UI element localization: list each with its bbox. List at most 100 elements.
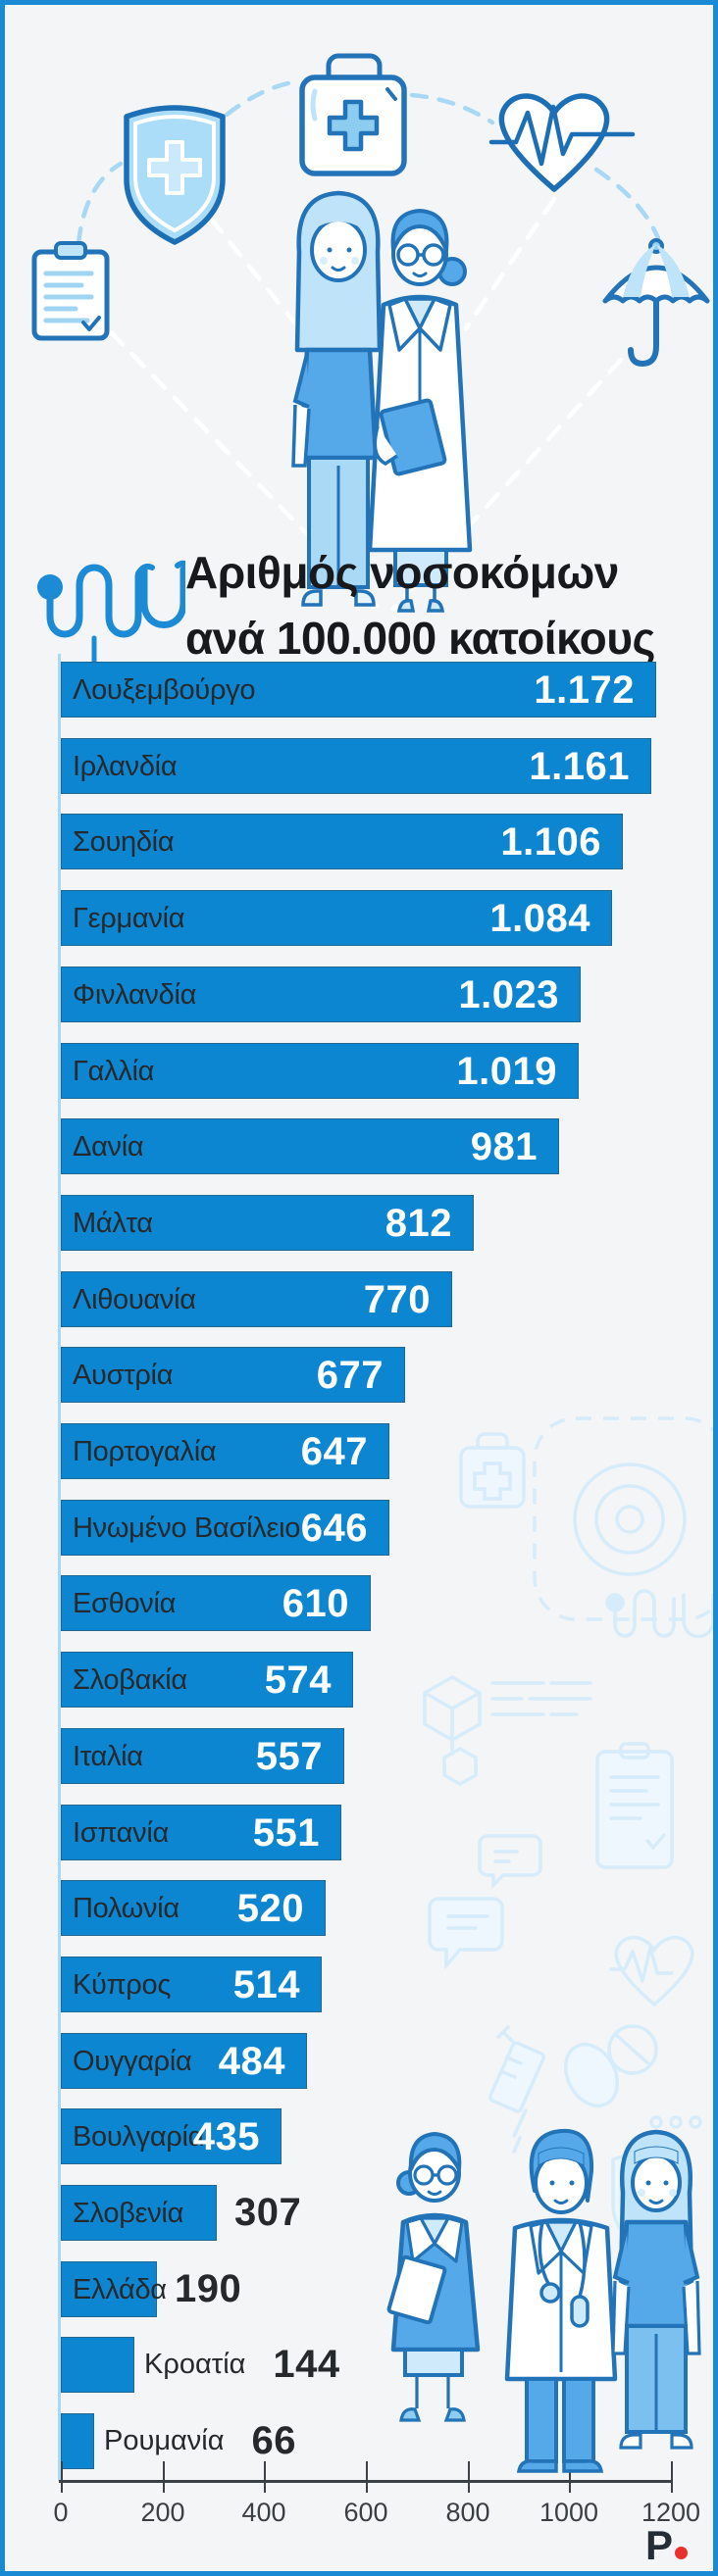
x-axis-tick: [468, 2461, 470, 2493]
bar-label: Σουηδία: [73, 826, 175, 858]
x-axis-tick: [163, 2461, 165, 2493]
bar-value: 981: [470, 1125, 538, 1168]
watermark-icons: [423, 1416, 713, 2290]
bar: Γερμανία 1.084: [61, 890, 612, 946]
bar-row: Δανία 981: [61, 1118, 708, 1174]
syringe-icon: [487, 2025, 546, 2154]
bar-value: 484: [218, 2040, 285, 2083]
x-axis-tick-label: 200: [140, 2498, 185, 2527]
bar-outside-labels: Ρουμανία 66: [104, 2413, 296, 2469]
bar-row: Ιρλανδία 1.161: [61, 738, 708, 794]
x-axis-tick: [569, 2461, 571, 2493]
bar-row: Πορτογαλία 647: [61, 1423, 708, 1479]
stethoscope-watermark-icon: [605, 1589, 713, 1639]
bar-row: Εσθονία 610: [61, 1575, 708, 1631]
heart-ekg-icon: [488, 93, 636, 192]
bar-row: Ελλάδα 190: [61, 2261, 708, 2317]
bar-value: 557: [255, 1735, 323, 1778]
bar-label: Γερμανία: [73, 903, 185, 934]
bar-value: 435: [192, 2115, 260, 2158]
bar-row: Ουγγαρία 484: [61, 2033, 708, 2089]
bar-row: Βουλγαρία 435: [61, 2108, 708, 2164]
bar-label: Ουγγαρία: [73, 2046, 192, 2077]
bar: Λιθουανία 770: [61, 1271, 452, 1327]
chart-title: Αριθμός νοσοκόμων ανά 100.000 κατοίκους: [185, 540, 655, 671]
bar-value: 66: [251, 2419, 297, 2462]
bar: Ιταλία 557: [61, 1728, 344, 1784]
target-icon: [533, 1416, 713, 1621]
bar-row: Σουηδία 1.106: [61, 814, 708, 869]
bar-row: Ισπανία 551: [61, 1805, 708, 1860]
bar: Βουλγαρία 435: [61, 2108, 282, 2164]
bar: Φινλανδία 1.023: [61, 966, 581, 1022]
bar-row: Σλοβενία 307: [61, 2185, 708, 2241]
x-axis-tick: [61, 2461, 63, 2493]
header-illustration: [31, 53, 710, 613]
bar-label: Πολωνία: [73, 1893, 180, 1924]
bar-row: Ιταλία 557: [61, 1728, 708, 1784]
clipboard-icon: [31, 241, 110, 341]
bar-value: 551: [252, 1811, 320, 1855]
bar-row: Αυστρία 677: [61, 1347, 708, 1403]
bar-label: Ελλάδα: [73, 2274, 167, 2305]
x-axis-tick-label: 1200: [641, 2498, 701, 2527]
speech-bubble-icon: [428, 1834, 542, 1970]
bar-label: Ιταλία: [73, 1741, 143, 1772]
dashed-arc-connectors: [76, 78, 661, 246]
bar-label: Πορτογαλία: [73, 1436, 217, 1467]
bar-value: 190: [175, 2267, 242, 2310]
bar-label: Δανία: [73, 1131, 144, 1163]
bar-outside-labels: 307: [234, 2185, 301, 2241]
x-axis-tick-label: 600: [343, 2498, 388, 2527]
bar: Σλοβενία: [61, 2185, 217, 2241]
bar-value: 514: [232, 1963, 300, 2006]
bar-label: Αυστρία: [73, 1360, 174, 1391]
x-axis-tick: [366, 2461, 368, 2493]
text-lines-icon: [490, 1681, 592, 1716]
bar-label: Εσθονία: [73, 1588, 177, 1619]
bar: Σλοβακία 574: [61, 1652, 353, 1708]
cube-icon: [423, 1674, 482, 1787]
publisher-logo: P: [645, 2522, 688, 2569]
bar: Μάλτα 812: [61, 1195, 474, 1251]
bar-label: Λουξεμβούργο: [73, 674, 256, 706]
bar: Ηνωμένο Βασίλειο 646: [61, 1500, 389, 1556]
x-axis-tick-label: 1000: [538, 2498, 599, 2527]
bar-value: 770: [363, 1278, 431, 1321]
x-axis-tick-label: 0: [53, 2498, 69, 2527]
bar-row: Πολωνία 520: [61, 1880, 708, 1936]
bar: Δανία 981: [61, 1118, 559, 1174]
logo-letter: P: [644, 2522, 673, 2568]
bar-row: Ηνωμένο Βασίλειο 646: [61, 1500, 708, 1556]
bar: Γαλλία 1.019: [61, 1043, 579, 1099]
first-aid-kit-watermark-icon: [459, 1432, 526, 1509]
bar-value: 144: [273, 2343, 340, 2386]
shield-cross-icon: [124, 105, 226, 245]
umbrella-icon: [602, 238, 710, 368]
bar-label: Ιρλανδία: [73, 751, 178, 782]
bar-value: 812: [385, 1202, 452, 1245]
bar-value: 1.019: [456, 1050, 557, 1093]
footer-illustration: [386, 2128, 701, 2473]
bar: Ελλάδα: [61, 2261, 167, 2317]
heart-ekg-watermark-icon: [609, 1935, 694, 2007]
bar-row: Φινλανδία 1.023: [61, 966, 708, 1022]
bar-label: Ισπανία: [73, 1817, 169, 1849]
pills-icon: [563, 2024, 702, 2129]
x-axis-tick: [671, 2461, 673, 2493]
bar-row: Γερμανία 1.084: [61, 890, 708, 946]
bar: Πορτογαλία 647: [61, 1423, 389, 1479]
bar: Εσθονία 610: [61, 1575, 371, 1631]
bar-label: Βουλγαρία: [73, 2121, 205, 2153]
bar-value: 1.161: [529, 745, 630, 788]
bar-value: 307: [234, 2191, 302, 2234]
bar-row: Λουξεμβούργο 1.172: [61, 662, 708, 718]
bar-value: 1.172: [534, 669, 635, 712]
bar-label: Ηνωμένο Βασίλειο: [73, 1512, 301, 1544]
nurse-footer-figure: [611, 2129, 701, 2450]
bar-value: 574: [264, 1659, 332, 1702]
professional-woman-figure: [386, 2132, 481, 2422]
bar-value: 1.084: [489, 897, 590, 940]
bar-label: Σλοβενία: [73, 2198, 184, 2229]
bar-label: Κροατία: [144, 2349, 246, 2380]
